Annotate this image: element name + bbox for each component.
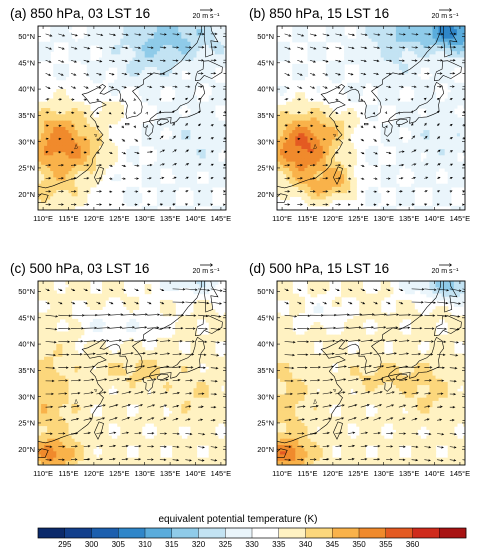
wind-arrow: [84, 204, 89, 206]
wind-arrow: [147, 204, 150, 206]
wind-arrow: [71, 87, 76, 89]
theta-e-cell: [117, 177, 121, 181]
wind-arrow: [135, 178, 139, 180]
theta-e-cell: [190, 209, 194, 213]
x-tick-label: 125°E: [109, 214, 130, 223]
theta-e-cell: [68, 209, 72, 213]
y-tick-label: 40°N: [18, 85, 35, 94]
wind-arrow: [122, 126, 124, 128]
theta-e-cell: [280, 92, 284, 96]
theta-e-cell: [111, 162, 115, 166]
y-tick-label: 45°N: [18, 58, 35, 67]
map-area: [37, 26, 230, 213]
theta-e-cell: [317, 89, 321, 93]
x-tick-label: 140°E: [185, 214, 206, 223]
wind-arrow: [223, 191, 225, 193]
wind-arrow: [122, 178, 126, 180]
x-tick-label: 115°E: [59, 214, 79, 223]
y-tick-label: 25°N: [18, 164, 35, 173]
theta-e-cell: [114, 121, 118, 125]
theta-e-cell: [93, 184, 97, 188]
map-panel-a: 110°E 115°E 120°E 125°E 130°E 135°E 140°E 145°E…: [0, 0, 238, 250]
wind-arrow: [46, 73, 51, 75]
wind-arrow: [134, 99, 136, 101]
wind-arrow: [121, 99, 123, 101]
wind-arrow: [146, 112, 148, 114]
y-tick-label: 50°N: [18, 32, 35, 41]
wind-arrow: [122, 204, 124, 206]
wind-arrow: [147, 151, 152, 153]
wind-arrow: [185, 204, 187, 206]
map-area: [276, 26, 469, 213]
wind-arrow: [96, 112, 98, 114]
wind-arrow: [109, 191, 112, 193]
theta-e-cell: [99, 80, 103, 84]
x-tick-label: 130°E: [134, 214, 155, 223]
wind-arrow: [135, 139, 138, 141]
wind-arrow: [96, 99, 99, 101]
wind-arrow: [84, 87, 89, 89]
wind-arrow: [198, 98, 200, 100]
reference-vector-arrow: [200, 9, 212, 12]
wind-arrow: [58, 87, 63, 89]
theta-e-cell: [338, 80, 342, 84]
x-tick-label: 145°E: [211, 214, 232, 223]
wind-arrow: [84, 99, 87, 101]
wind-arrow: [185, 190, 188, 192]
theta-e-cells: [38, 26, 228, 213]
theta-e-cell: [375, 117, 379, 121]
wind-arrow: [58, 47, 64, 49]
wind-arrow: [96, 191, 101, 193]
y-tick-label: 30°N: [18, 137, 35, 146]
map-figure: 110°E 115°E 120°E 125°E 130°E 135°E 140°E 145°E…: [0, 0, 238, 250]
x-tick-label: 110°E: [33, 214, 53, 223]
theta-e-cell: [301, 76, 305, 80]
theta-e-cell: [114, 92, 118, 96]
wind-arrow: [198, 177, 201, 179]
x-tick-label: 120°E: [84, 214, 105, 223]
wind-arrow: [109, 73, 114, 75]
wind-arrow: [122, 165, 126, 167]
theta-e-cell: [375, 162, 379, 166]
y-tick-label: 20°N: [18, 190, 35, 199]
wind-arrow: [71, 73, 76, 75]
theta-e-cell: [62, 76, 66, 80]
wind-arrow: [58, 60, 63, 62]
wind-arrow: [133, 111, 135, 113]
wind-arrow: [223, 204, 225, 206]
wind-arrow: [147, 191, 150, 193]
panel-title: (a) 850 hPa, 03 LST 16: [10, 6, 150, 21]
wind-arrow: [96, 204, 101, 206]
wind-arrow: [109, 204, 111, 206]
wind-arrow: [122, 139, 125, 141]
y-tick-label: 35°N: [18, 111, 35, 120]
coastline: [125, 123, 129, 125]
theta-e-cells: [277, 26, 467, 213]
wind-arrow: [122, 152, 126, 154]
theta-e-cell: [154, 209, 158, 213]
wind-arrow: [46, 87, 51, 89]
wind-arrow: [185, 111, 187, 113]
wind-arrow: [134, 126, 136, 128]
reference-vector-label: 20 m s⁻¹: [192, 13, 220, 20]
wind-arrow: [109, 126, 111, 128]
wind-arrow: [109, 99, 111, 101]
x-tick-label: 135°E: [160, 214, 181, 223]
